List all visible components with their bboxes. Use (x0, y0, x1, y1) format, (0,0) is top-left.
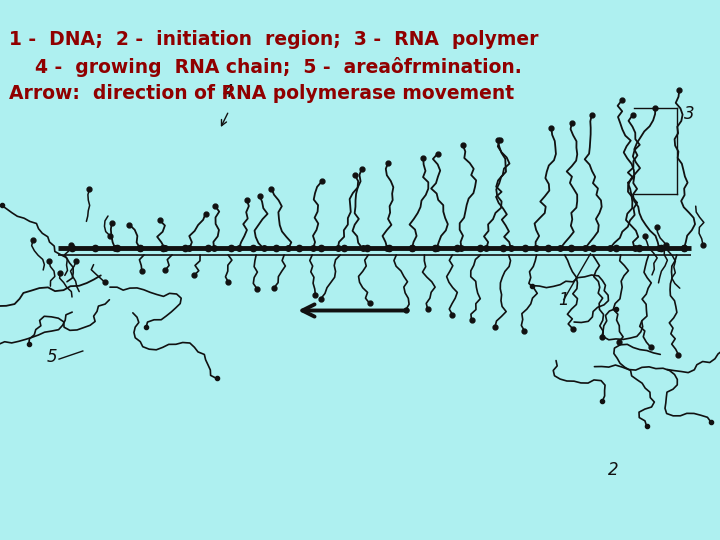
Text: 1: 1 (558, 291, 569, 309)
Text: 3: 3 (684, 105, 695, 123)
Text: 2: 2 (608, 461, 619, 479)
Text: 4 -  growing  RNA chain;  5 -  areaôfrmination.: 4 - growing RNA chain; 5 - areaôfrminati… (9, 57, 522, 77)
Text: Arrow:  direction of RNA polymerase movement: Arrow: direction of RNA polymerase movem… (9, 84, 515, 103)
Text: 1 -  DNA;  2 -  initiation  region;  3 -  RNA  polymer: 1 - DNA; 2 - initiation region; 3 - RNA … (9, 30, 539, 49)
Text: 5: 5 (47, 348, 58, 366)
Text: 4: 4 (223, 83, 234, 101)
